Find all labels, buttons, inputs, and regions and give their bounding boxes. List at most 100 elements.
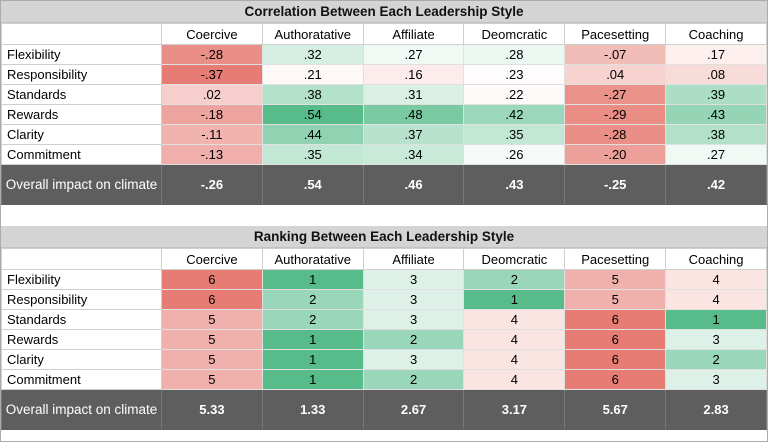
value-cell[interactable]: 3 — [362, 309, 465, 330]
value-cell[interactable]: .34 — [362, 144, 465, 165]
value-cell[interactable]: -.28 — [564, 124, 667, 145]
row-label-cell[interactable]: Standards — [1, 309, 162, 330]
overall-value-cell[interactable]: 2.67 — [362, 389, 465, 430]
value-cell[interactable]: .37 — [362, 124, 465, 145]
value-cell[interactable]: .08 — [665, 64, 767, 85]
value-cell[interactable]: 6 — [564, 349, 667, 370]
row-label-cell[interactable]: Flexibility — [1, 44, 162, 65]
value-cell[interactable]: 3 — [665, 329, 767, 350]
value-cell[interactable]: .17 — [665, 44, 767, 65]
column-header-cell[interactable]: Deomcratic — [463, 248, 566, 270]
row-label-cell[interactable]: Clarity — [1, 124, 162, 145]
column-header-cell[interactable]: Coercive — [161, 23, 263, 45]
value-cell[interactable]: 1 — [261, 369, 364, 390]
value-cell[interactable]: 3 — [362, 349, 465, 370]
value-cell[interactable]: -.28 — [161, 44, 263, 65]
value-cell[interactable]: 4 — [665, 289, 767, 310]
value-cell[interactable]: 6 — [161, 269, 263, 290]
overall-value-cell[interactable]: 5.67 — [564, 389, 667, 430]
overall-value-cell[interactable]: 5.33 — [161, 389, 263, 430]
value-cell[interactable]: .31 — [362, 84, 465, 105]
value-cell[interactable]: .38 — [665, 124, 767, 145]
value-cell[interactable]: 4 — [463, 329, 566, 350]
overall-value-cell[interactable]: 1.33 — [261, 389, 364, 430]
value-cell[interactable]: .35 — [261, 144, 364, 165]
value-cell[interactable]: .44 — [261, 124, 364, 145]
value-cell[interactable]: 5 — [161, 369, 263, 390]
column-header-cell[interactable]: Coercive — [161, 248, 263, 270]
column-header-cell[interactable]: Affiliate — [362, 23, 465, 45]
column-header-cell[interactable]: Affiliate — [362, 248, 465, 270]
value-cell[interactable]: .48 — [362, 104, 465, 125]
value-cell[interactable]: -.20 — [564, 144, 667, 165]
correlation-table-title[interactable]: Correlation Between Each Leadership Styl… — [1, 1, 767, 23]
row-label-cell[interactable]: Commitment — [1, 144, 162, 165]
value-cell[interactable]: 2 — [665, 349, 767, 370]
value-cell[interactable]: 6 — [564, 369, 667, 390]
row-label-cell[interactable]: Responsibility — [1, 289, 162, 310]
column-header-cell[interactable]: Pacesetting — [564, 248, 667, 270]
value-cell[interactable]: 4 — [463, 369, 566, 390]
value-cell[interactable]: 5 — [564, 269, 667, 290]
value-cell[interactable]: 1 — [261, 349, 364, 370]
column-header-cell[interactable]: Coaching — [665, 23, 767, 45]
row-label-cell[interactable]: Commitment — [1, 369, 162, 390]
overall-label-cell[interactable]: Overall impact on climate — [1, 389, 162, 430]
value-cell[interactable]: .22 — [463, 84, 566, 105]
row-label-cell[interactable]: Flexibility — [1, 269, 162, 290]
value-cell[interactable]: 5 — [161, 349, 263, 370]
value-cell[interactable]: .42 — [463, 104, 566, 125]
row-label-cell[interactable]: Clarity — [1, 349, 162, 370]
value-cell[interactable]: .35 — [463, 124, 566, 145]
value-cell[interactable]: 2 — [261, 289, 364, 310]
overall-label-cell[interactable]: Overall impact on climate — [1, 164, 162, 205]
value-cell[interactable]: 6 — [161, 289, 263, 310]
value-cell[interactable]: .16 — [362, 64, 465, 85]
row-label-cell[interactable]: Rewards — [1, 104, 162, 125]
value-cell[interactable]: -.18 — [161, 104, 263, 125]
column-header-cell[interactable]: Deomcratic — [463, 23, 566, 45]
ranking-table-title[interactable]: Ranking Between Each Leadership Style — [1, 226, 767, 248]
column-header-cell[interactable]: Authoratative — [261, 248, 364, 270]
value-cell[interactable]: .27 — [665, 144, 767, 165]
value-cell[interactable]: 4 — [463, 349, 566, 370]
value-cell[interactable]: 5 — [161, 329, 263, 350]
value-cell[interactable]: .23 — [463, 64, 566, 85]
overall-value-cell[interactable]: -.25 — [564, 164, 667, 205]
value-cell[interactable]: .32 — [261, 44, 364, 65]
row-label-cell[interactable]: Responsibility — [1, 64, 162, 85]
value-cell[interactable]: 2 — [463, 269, 566, 290]
overall-value-cell[interactable]: .46 — [362, 164, 465, 205]
value-cell[interactable]: 1 — [463, 289, 566, 310]
value-cell[interactable]: .21 — [261, 64, 364, 85]
value-cell[interactable]: -.27 — [564, 84, 667, 105]
overall-value-cell[interactable]: 2.83 — [665, 389, 767, 430]
value-cell[interactable]: 2 — [261, 309, 364, 330]
value-cell[interactable]: 2 — [362, 329, 465, 350]
value-cell[interactable]: .27 — [362, 44, 465, 65]
value-cell[interactable]: -.13 — [161, 144, 263, 165]
value-cell[interactable]: .28 — [463, 44, 566, 65]
value-cell[interactable]: .38 — [261, 84, 364, 105]
value-cell[interactable]: 3 — [362, 289, 465, 310]
value-cell[interactable]: -.29 — [564, 104, 667, 125]
column-header-cell[interactable]: Authoratative — [261, 23, 364, 45]
column-header-cell[interactable]: Coaching — [665, 248, 767, 270]
row-label-cell[interactable]: Standards — [1, 84, 162, 105]
value-cell[interactable]: 3 — [362, 269, 465, 290]
corner-cell[interactable] — [1, 248, 162, 270]
overall-value-cell[interactable]: -.26 — [161, 164, 263, 205]
value-cell[interactable]: 3 — [665, 369, 767, 390]
value-cell[interactable]: 5 — [564, 289, 667, 310]
row-label-cell[interactable]: Rewards — [1, 329, 162, 350]
value-cell[interactable]: .26 — [463, 144, 566, 165]
value-cell[interactable]: 1 — [261, 269, 364, 290]
value-cell[interactable]: 4 — [463, 309, 566, 330]
corner-cell[interactable] — [1, 23, 162, 45]
column-header-cell[interactable]: Pacesetting — [564, 23, 667, 45]
value-cell[interactable]: -.07 — [564, 44, 667, 65]
value-cell[interactable]: .39 — [665, 84, 767, 105]
value-cell[interactable]: 2 — [362, 369, 465, 390]
value-cell[interactable]: 6 — [564, 309, 667, 330]
overall-value-cell[interactable]: .42 — [665, 164, 767, 205]
